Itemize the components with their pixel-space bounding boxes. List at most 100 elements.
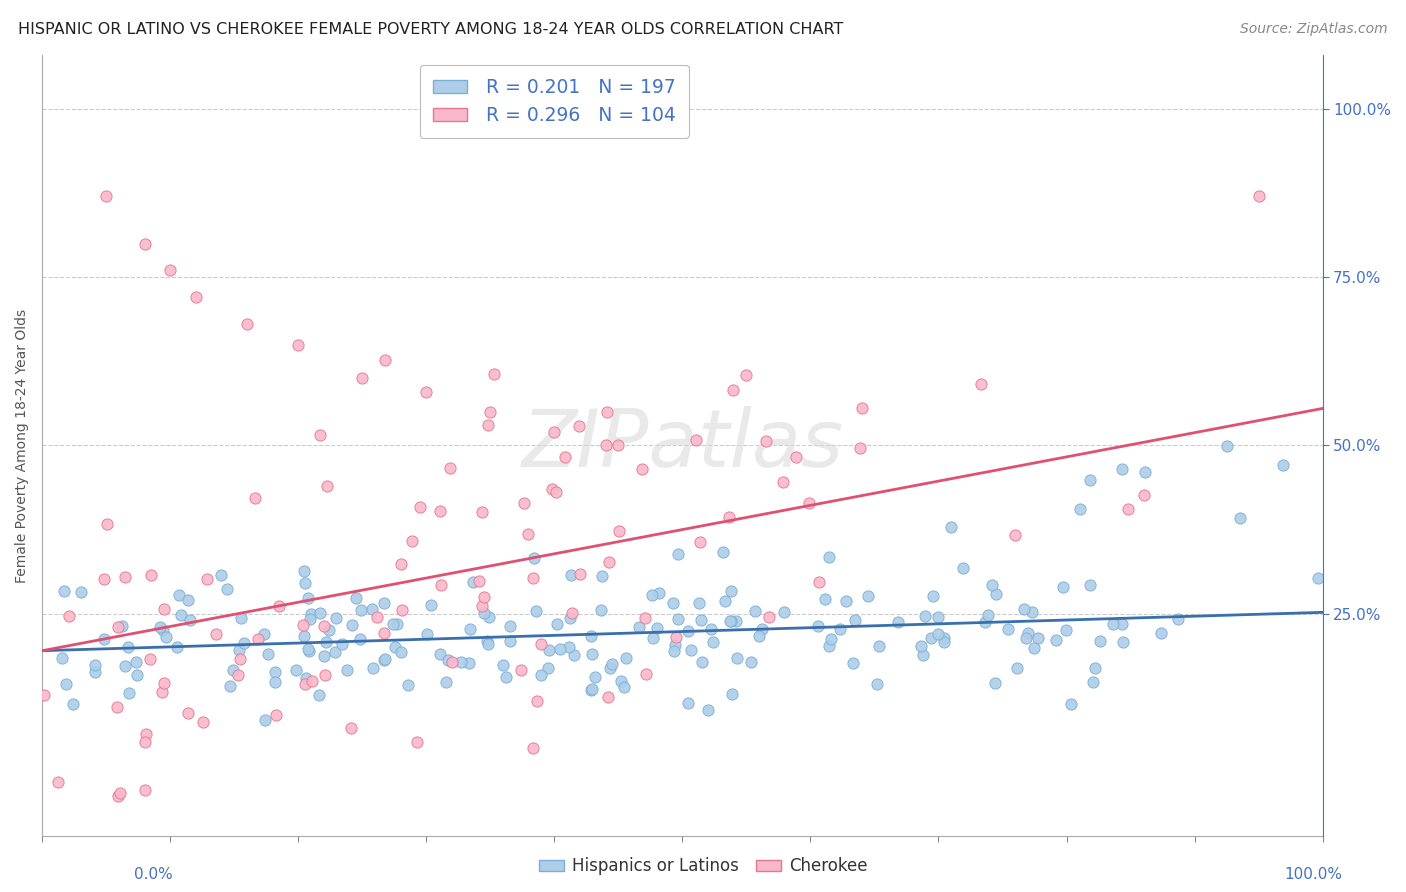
Point <box>314 648 336 663</box>
Point <box>921 589 943 603</box>
Point <box>458 657 481 671</box>
Point <box>139 651 162 665</box>
Point <box>387 617 409 632</box>
Point <box>264 665 287 679</box>
Point <box>1052 580 1074 594</box>
Point <box>886 615 908 629</box>
Point <box>287 337 309 351</box>
Point <box>361 661 384 675</box>
Point <box>785 450 807 465</box>
Point <box>977 608 1000 623</box>
Point <box>382 617 405 632</box>
Point <box>689 534 711 549</box>
Point <box>209 568 232 582</box>
Point <box>299 607 322 621</box>
Point <box>720 614 742 628</box>
Point <box>415 384 437 399</box>
Point <box>581 682 603 697</box>
Point <box>524 604 547 618</box>
Point <box>1012 601 1035 615</box>
Point <box>219 679 242 693</box>
Point <box>193 714 215 729</box>
Point <box>522 741 544 756</box>
Point <box>920 631 942 645</box>
Point <box>1272 458 1295 473</box>
Point <box>374 652 396 666</box>
Point <box>699 622 721 636</box>
Point <box>718 615 741 629</box>
Point <box>325 610 347 624</box>
Point <box>352 371 374 385</box>
Point <box>134 236 156 251</box>
Point <box>330 638 353 652</box>
Point <box>641 588 664 602</box>
Point <box>297 642 319 657</box>
Point <box>734 368 756 382</box>
Point <box>685 434 707 448</box>
Point <box>713 594 735 608</box>
Point <box>294 677 316 691</box>
Point <box>607 438 630 452</box>
Point <box>292 617 315 632</box>
Point <box>817 639 839 653</box>
Point <box>517 526 540 541</box>
Point <box>984 587 1007 601</box>
Point <box>46 775 69 789</box>
Point <box>135 727 157 741</box>
Point <box>350 603 373 617</box>
Point <box>748 629 770 643</box>
Point <box>1017 626 1039 640</box>
Point <box>1116 502 1139 516</box>
Point <box>236 318 259 332</box>
Point <box>513 495 536 509</box>
Point <box>215 582 238 597</box>
Point <box>848 441 870 455</box>
Point <box>1112 635 1135 649</box>
Point <box>408 500 430 514</box>
Point <box>93 632 115 646</box>
Point <box>318 623 340 637</box>
Point <box>568 566 591 581</box>
Point <box>269 599 291 614</box>
Point <box>583 670 606 684</box>
Point <box>134 782 156 797</box>
Point <box>477 417 499 432</box>
Point <box>543 425 565 439</box>
Point <box>176 593 198 607</box>
Point <box>117 640 139 654</box>
Text: 100.0%: 100.0% <box>1285 867 1343 882</box>
Point <box>195 572 218 586</box>
Point <box>751 622 773 636</box>
Point <box>546 617 568 632</box>
Point <box>544 485 567 500</box>
Point <box>405 735 427 749</box>
Point <box>1015 631 1038 645</box>
Point <box>323 644 346 658</box>
Point <box>537 643 560 657</box>
Point <box>596 404 619 418</box>
Point <box>807 574 830 589</box>
Point <box>591 603 613 617</box>
Point <box>718 510 741 524</box>
Point <box>51 651 73 665</box>
Point <box>58 609 80 624</box>
Point <box>599 661 621 675</box>
Point <box>1215 439 1237 453</box>
Point <box>1004 528 1026 542</box>
Point <box>772 475 794 490</box>
Point <box>155 631 177 645</box>
Point <box>374 353 396 368</box>
Point <box>648 586 671 600</box>
Point <box>678 624 700 638</box>
Point <box>523 551 546 566</box>
Point <box>1005 661 1028 675</box>
Point <box>298 612 321 626</box>
Point <box>666 547 689 561</box>
Point <box>301 673 323 688</box>
Point <box>851 401 873 415</box>
Point <box>430 578 453 592</box>
Point <box>868 639 890 653</box>
Point <box>184 290 207 304</box>
Point <box>292 629 315 643</box>
Point <box>595 438 617 452</box>
